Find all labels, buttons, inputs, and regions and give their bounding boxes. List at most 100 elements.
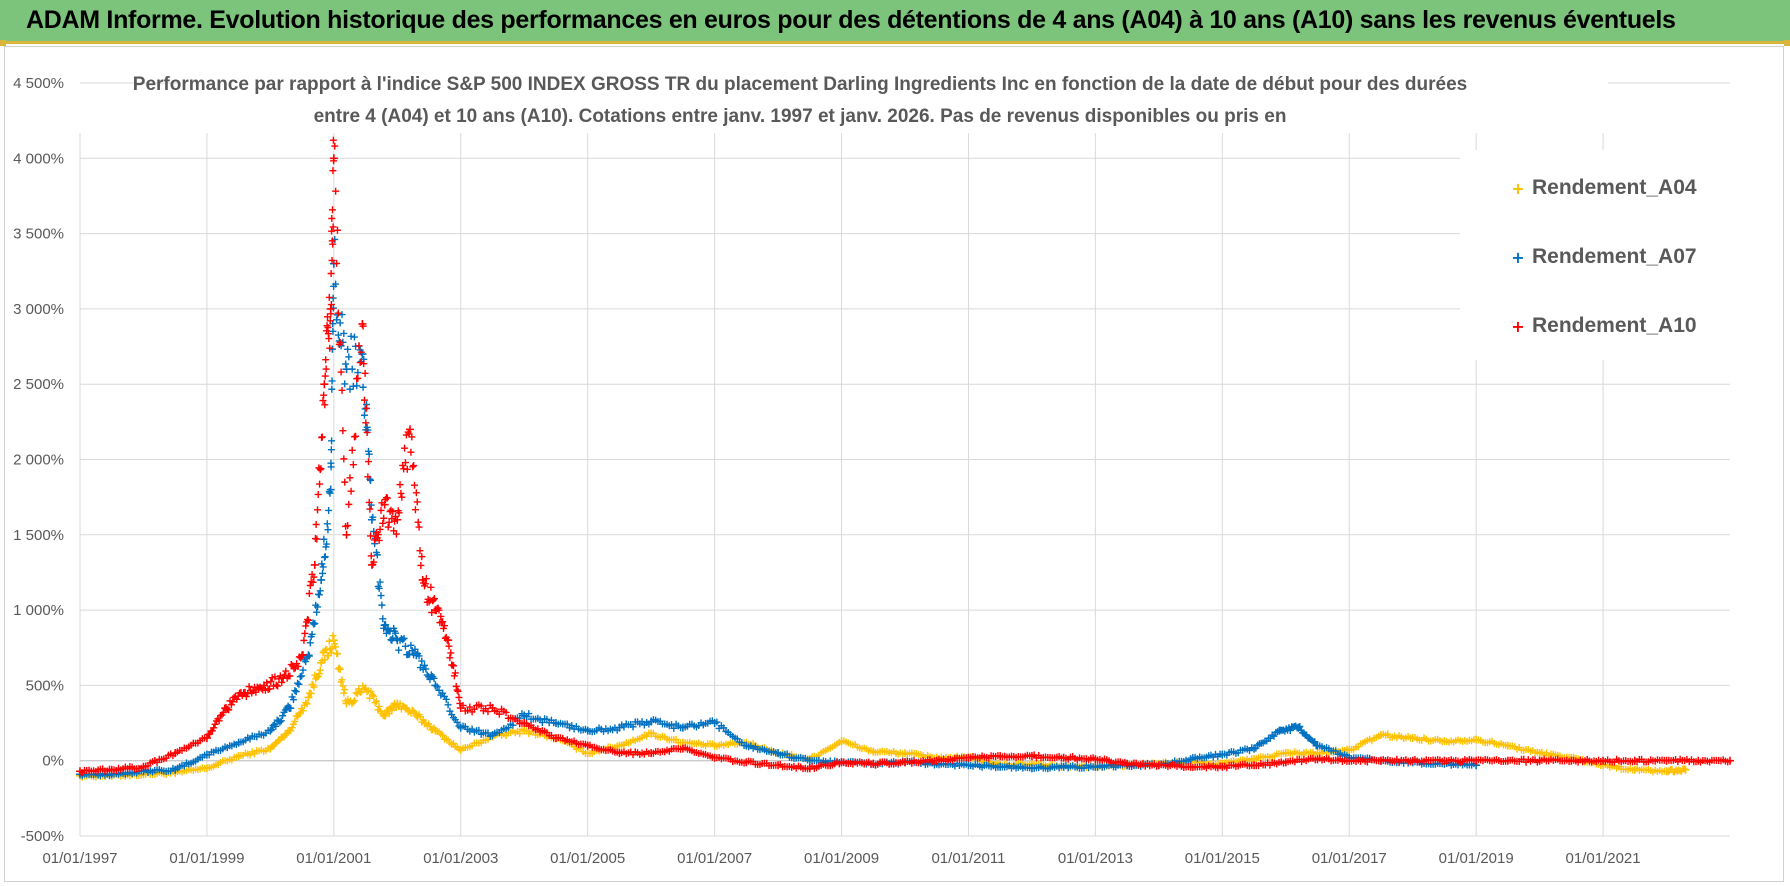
plus-marker [403,465,411,473]
plus-marker [502,708,510,716]
plus-marker [367,476,375,484]
plus-marker [329,327,337,335]
plus-marker [356,359,364,367]
grid-lines [79,82,1730,837]
data-point-rendement-a07 [1027,762,1065,773]
plus-marker [399,636,407,644]
plus-marker [317,575,326,584]
plus-marker [382,621,390,629]
plus-marker [291,718,299,726]
plus-marker [352,432,360,440]
data-point-rendement-a10 [329,142,350,530]
plus-marker [282,667,290,675]
data-point-rendement-a07 [678,717,716,732]
plus-marker-icon: + [1511,316,1525,336]
plus-marker [340,455,348,463]
legend-item-a07[interactable]: + Rendement_A07 [1508,242,1696,272]
data-point-rendement-a10 [1503,755,1541,766]
plus-marker [374,531,382,539]
plus-marker [383,494,391,502]
plus-marker [298,672,306,680]
plus-marker [202,734,211,743]
plus-marker [444,636,453,645]
plus-marker [329,154,338,163]
plus-marker [367,552,375,560]
plus-marker [365,450,373,458]
plus-marker [321,401,329,409]
plus-marker [300,636,308,644]
data-point-rendement-a10 [901,756,938,767]
y-axis-ticks: 4 500% 4 000% 3 500% 3 000% 2 500% 2 000% 1 50… [13,75,64,845]
data-point-rendement-a10 [260,672,286,694]
plus-marker [365,498,373,506]
data-point-rendement-a10 [444,636,464,707]
plus-marker [348,365,356,373]
plus-marker [314,506,322,514]
data-point-rendement-a10 [1567,755,1605,766]
plus-marker [373,551,381,559]
plus-marker [407,448,415,456]
data-point-rendement-a07 [266,702,292,735]
y-tick-label: 1 000% [13,602,64,619]
plus-marker [326,485,335,494]
data-point-rendement-a10 [320,293,334,409]
data-point-rendement-a07 [1250,728,1282,753]
data-point-rendement-a04 [1408,733,1446,746]
plus-marker [364,473,372,481]
data-point-rendement-a04 [285,699,311,735]
data-point-rendement-a10 [1662,755,1700,766]
plus-marker [287,704,295,712]
plus-marker [334,331,342,339]
plus-marker [376,525,384,533]
chart-title-line1: Performance par rapport à l'indice S&P 5… [133,74,1467,95]
plus-marker [375,702,383,710]
legend-item-a04[interactable]: + Rendement_A04 [1508,173,1696,203]
plus-marker [329,223,337,231]
plus-marker [277,717,285,725]
plus-marker [341,380,349,388]
plus-marker [318,433,326,441]
plus-marker [325,293,333,301]
plus-marker [430,596,438,604]
plus-marker [276,718,284,726]
data-point-rendement-a10 [1694,756,1732,766]
data-point-rendement-a10 [1281,754,1319,767]
data-point-rendement-a04 [456,733,494,755]
plus-marker [378,601,386,609]
data-point-rendement-a07 [1218,744,1256,759]
plus-marker [353,382,361,390]
legend-item-a10[interactable]: + Rendement_A10 [1508,311,1696,341]
title-backdrop [178,62,1608,132]
data-point-rendement-a10 [488,703,526,728]
plus-marker [318,560,326,568]
plus-marker [444,701,452,709]
plus-marker [379,519,387,527]
plus-marker [305,652,313,660]
data-point-rendement-a07 [520,710,558,727]
data-point-rendement-a07 [1275,722,1301,735]
plus-marker [422,575,430,583]
plus-marker [327,310,335,318]
data-point-rendement-a10 [1250,758,1287,770]
data-point-rendement-a07 [329,235,350,388]
y-tick-label: 2 000% [13,452,64,469]
plus-marker [334,309,342,317]
plus-marker [332,280,340,288]
plus-marker [328,214,336,222]
plus-marker [245,683,253,691]
y-tick-label: -500% [21,828,64,845]
plus-marker [377,506,385,514]
plus-marker [333,226,341,234]
plus-marker [370,692,378,700]
plus-marker [324,526,332,534]
plus-marker [302,699,310,707]
plus-marker [340,689,348,697]
data-point-rendement-a10 [583,741,621,756]
data-point-rendement-a07 [456,722,494,740]
plus-marker [299,651,307,659]
x-tick-label: 01/01/2015 [1185,850,1260,867]
data-point-rendement-a04 [1440,736,1478,746]
plus-marker [366,505,374,513]
plus-marker [359,322,367,330]
